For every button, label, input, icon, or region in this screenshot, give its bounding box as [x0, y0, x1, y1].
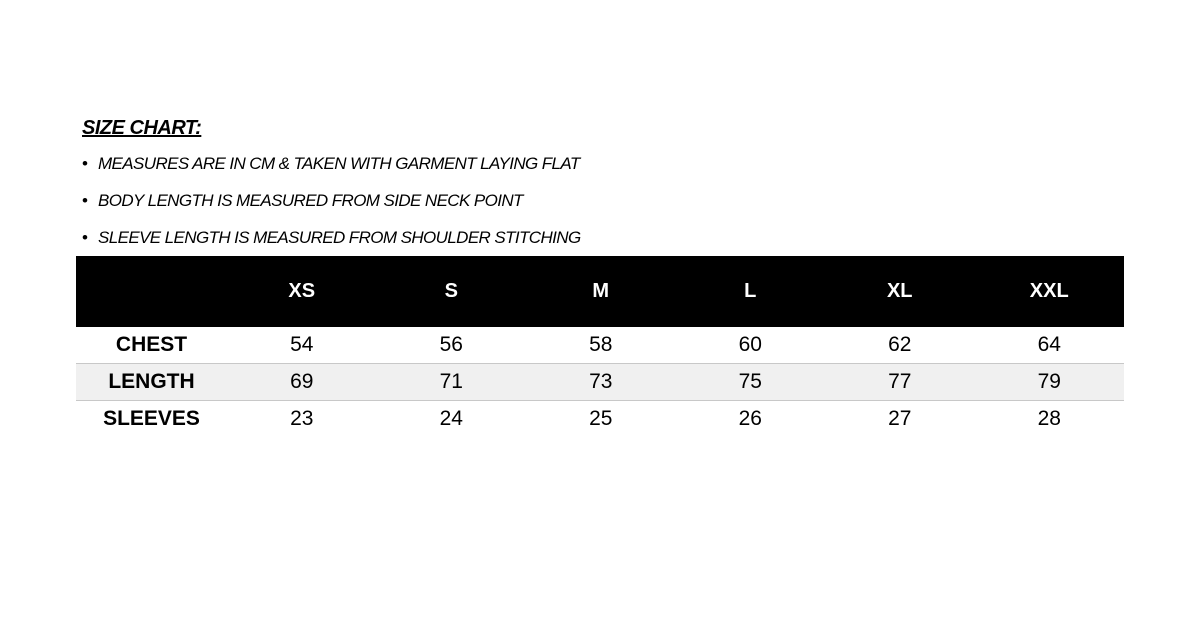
table-cell: 79 [974, 363, 1124, 401]
header-cell [76, 256, 227, 327]
notes-list: • MEASURES ARE IN CM & TAKEN WITH GARMENT… [82, 154, 581, 265]
table-cell: 56 [439, 333, 463, 356]
header-row: XS S M L XL XXL [76, 256, 1124, 327]
header-cell: L [675, 256, 825, 327]
note-item: • MEASURES ARE IN CM & TAKEN WITH GARMENT… [82, 154, 580, 173]
row-label: LENGTH [76, 363, 227, 401]
table-row: LENGTH 69 71 73 75 77 79 [76, 363, 1124, 401]
header-cell: S [376, 256, 526, 327]
note-item: • BODY LENGTH IS MEASURED FROM SIDE NECK … [82, 191, 523, 210]
table-cell: 28 [1037, 407, 1061, 430]
row-label: SLEEVES [103, 407, 200, 430]
page-title: SIZE CHART: [82, 117, 202, 139]
header-cell: M [526, 256, 676, 327]
bullet-icon: • [82, 154, 88, 173]
bullet-icon: • [82, 228, 88, 247]
table-cell: 64 [1037, 333, 1061, 356]
header-cell: XS [227, 256, 377, 327]
table-cell: 77 [825, 363, 975, 401]
bullet-icon: • [82, 191, 88, 210]
table-row: SLEEVES 23 24 25 26 27 28 [76, 401, 1124, 438]
table-cell: 62 [888, 333, 912, 356]
table-cell: 23 [290, 407, 314, 430]
table-cell: 26 [738, 407, 762, 430]
table-cell: 25 [589, 407, 613, 430]
header-cell: XXL [974, 256, 1124, 327]
note-item: • SLEEVE LENGTH IS MEASURED FROM SHOULDER… [82, 228, 581, 247]
table-cell: 60 [738, 333, 762, 356]
table-cell: 27 [888, 407, 912, 430]
table-cell: 58 [589, 333, 613, 356]
size-table: XS S M L XL XXL CHEST 54 56 58 60 62 64 LENGTH 6… [76, 256, 1124, 437]
table-cell: 71 [376, 363, 526, 401]
table-cell: 73 [526, 363, 676, 401]
row-label: CHEST [115, 333, 188, 356]
table-cell: 24 [439, 407, 463, 430]
table-row: CHEST 54 56 58 60 62 64 [76, 327, 1124, 364]
table-cell: 75 [675, 363, 825, 401]
table-cell: 54 [290, 333, 314, 356]
table-cell: 69 [227, 363, 377, 401]
header-cell: XL [825, 256, 975, 327]
